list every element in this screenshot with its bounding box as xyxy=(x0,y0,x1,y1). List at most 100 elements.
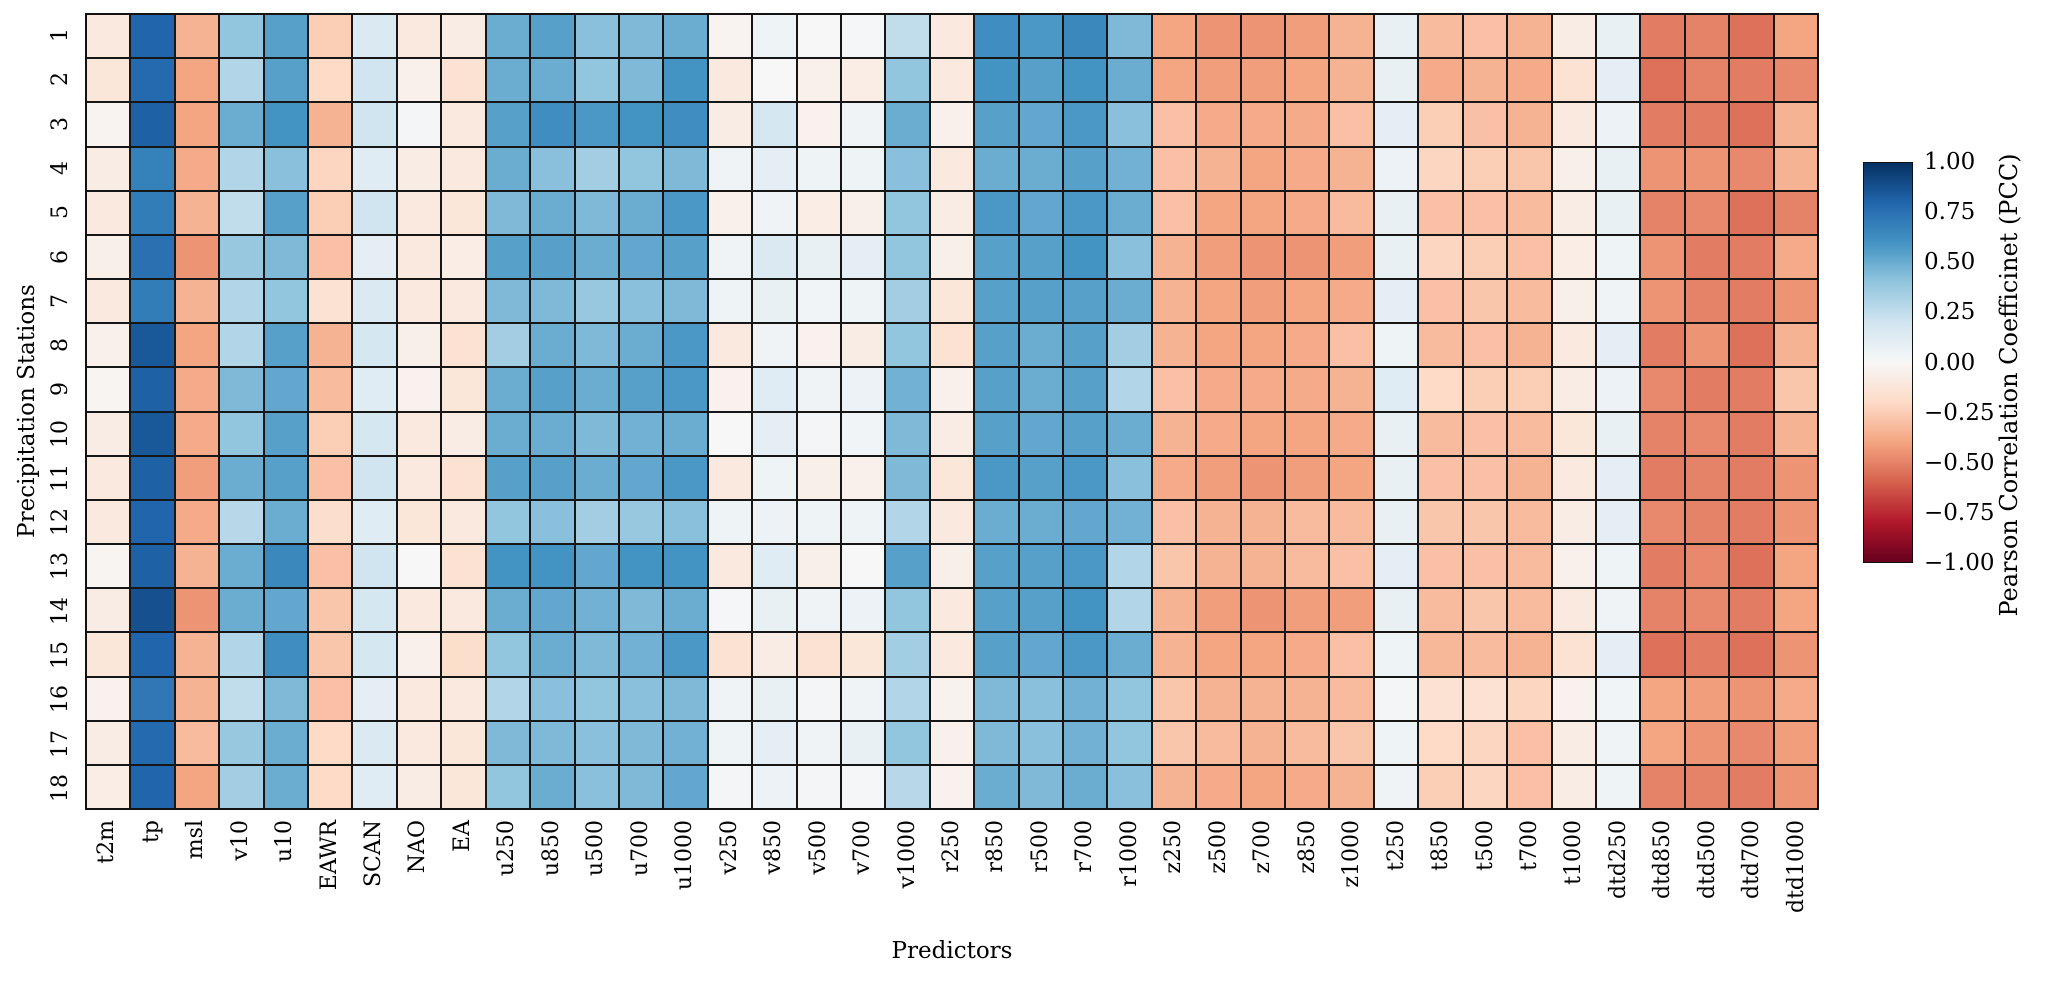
heatmap-cell xyxy=(531,500,574,543)
x-tick-label: z850 xyxy=(1294,820,1320,874)
heatmap-cell xyxy=(753,633,796,676)
x-tick-label: r500 xyxy=(1027,820,1053,873)
heatmap-cell xyxy=(175,235,219,278)
heatmap-cell xyxy=(1152,15,1196,58)
heatmap-cell xyxy=(87,368,130,411)
heatmap-cell xyxy=(1286,147,1329,190)
heatmap-cell xyxy=(886,765,929,808)
heatmap-cell xyxy=(1108,721,1151,764)
heatmap-cell xyxy=(619,368,663,411)
heatmap-cell xyxy=(220,765,263,808)
heatmap-cell xyxy=(975,15,1018,58)
heatmap-cell xyxy=(442,59,485,102)
heatmap-cell xyxy=(1019,765,1063,808)
x-tick-label: t250 xyxy=(1383,820,1409,871)
heatmap-cell xyxy=(664,589,707,632)
heatmap-cell xyxy=(353,721,396,764)
heatmap-cell xyxy=(1641,412,1684,455)
y-tick-label: 3 xyxy=(48,116,73,131)
heatmap-cell xyxy=(1641,103,1684,146)
heatmap-cell xyxy=(442,412,485,455)
colorbar-tick-label: 0.00 xyxy=(1924,349,1976,376)
heatmap-cell xyxy=(1552,456,1595,499)
heatmap-cell xyxy=(1019,500,1063,543)
heatmap-cell xyxy=(753,500,796,543)
heatmap-cell xyxy=(1419,412,1462,455)
heatmap-cell xyxy=(1152,191,1196,234)
heatmap-cell xyxy=(797,235,840,278)
heatmap-cell xyxy=(131,368,174,411)
y-tick-label: 11 xyxy=(48,463,73,492)
heatmap-cell xyxy=(753,721,796,764)
heatmap-cell xyxy=(975,545,1018,588)
heatmap-cell xyxy=(1552,589,1595,632)
heatmap-cell xyxy=(664,765,707,808)
heatmap-cell xyxy=(753,368,796,411)
heatmap-cell xyxy=(1641,456,1684,499)
heatmap-cell xyxy=(1508,191,1551,234)
heatmap-cell xyxy=(841,368,885,411)
heatmap-cell xyxy=(1019,412,1063,455)
heatmap-cell xyxy=(1774,456,1817,499)
heatmap-cell xyxy=(1463,15,1507,58)
heatmap-cell xyxy=(1330,721,1373,764)
heatmap-cell xyxy=(1730,15,1773,58)
heatmap-cell xyxy=(975,589,1018,632)
x-tick-label: z500 xyxy=(1205,820,1231,874)
heatmap-cell xyxy=(397,147,441,190)
heatmap-cell xyxy=(1419,147,1462,190)
heatmap-cell xyxy=(1685,280,1729,323)
heatmap-cell xyxy=(1641,765,1684,808)
heatmap-cell xyxy=(1241,15,1285,58)
heatmap-cell xyxy=(930,368,974,411)
heatmap-cell xyxy=(1241,677,1285,720)
heatmap-cell xyxy=(1152,235,1196,278)
heatmap-cell xyxy=(708,677,752,720)
heatmap-cell xyxy=(575,412,618,455)
heatmap-cell xyxy=(841,103,885,146)
heatmap-cell xyxy=(930,15,974,58)
heatmap-cell xyxy=(220,721,263,764)
heatmap-cell xyxy=(486,677,530,720)
heatmap-cell xyxy=(397,280,441,323)
heatmap-cell xyxy=(309,15,352,58)
heatmap-cell xyxy=(1552,59,1595,102)
heatmap-cell xyxy=(486,721,530,764)
heatmap-cell xyxy=(1419,545,1462,588)
heatmap-cell xyxy=(797,677,840,720)
heatmap-cell xyxy=(753,589,796,632)
heatmap-cell xyxy=(1241,235,1285,278)
heatmap-cell xyxy=(1774,280,1817,323)
heatmap-cell xyxy=(1374,765,1418,808)
heatmap-cell xyxy=(1685,633,1729,676)
heatmap-cell xyxy=(1774,59,1817,102)
heatmap-cell xyxy=(1286,545,1329,588)
heatmap-cell xyxy=(309,191,352,234)
heatmap-cell xyxy=(1330,677,1373,720)
heatmap-cell xyxy=(1241,412,1285,455)
heatmap-cell xyxy=(619,103,663,146)
heatmap-cell xyxy=(1064,15,1107,58)
heatmap-cell xyxy=(1641,545,1684,588)
heatmap-cell xyxy=(1019,235,1063,278)
heatmap-cell xyxy=(486,59,530,102)
heatmap-cell xyxy=(353,412,396,455)
heatmap-cell xyxy=(1419,103,1462,146)
heatmap-cell xyxy=(442,147,485,190)
heatmap-cell xyxy=(486,633,530,676)
heatmap-cell xyxy=(397,191,441,234)
heatmap-cell xyxy=(1241,456,1285,499)
heatmap-cell xyxy=(1330,412,1373,455)
heatmap-cell xyxy=(1197,324,1240,367)
heatmap-cell xyxy=(1374,677,1418,720)
heatmap-cell xyxy=(1774,412,1817,455)
heatmap-cell xyxy=(1641,147,1684,190)
y-tick-label: 13 xyxy=(48,552,73,581)
x-tick-label: EAWR xyxy=(316,820,342,891)
heatmap-cell xyxy=(575,191,618,234)
heatmap-cell xyxy=(1552,500,1595,543)
heatmap-cell xyxy=(575,324,618,367)
heatmap-cell xyxy=(1685,765,1729,808)
heatmap-cell xyxy=(309,589,352,632)
heatmap-cell xyxy=(1463,59,1507,102)
